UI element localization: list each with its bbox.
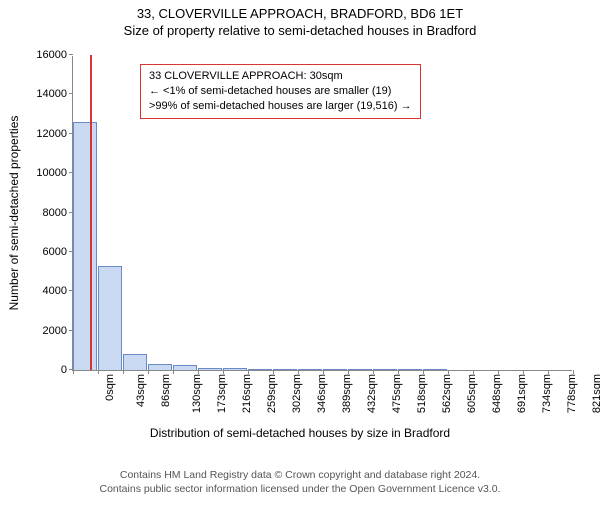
x-tick-mark [373,370,374,374]
x-tick-mark [248,370,249,374]
histogram-bar [123,354,147,370]
x-axis-label: Distribution of semi-detached houses by … [0,426,600,440]
histogram-bar [298,369,322,370]
y-tick-label: 0 [61,364,73,376]
histogram-bar [98,266,122,370]
y-tick-label: 10000 [36,167,73,179]
y-tick-label: 4000 [43,285,73,297]
info-line-1: 33 CLOVERVILLE APPROACH: 30sqm [149,69,412,84]
x-tick-mark [123,370,124,374]
x-tick-label: 821sqm [591,374,600,413]
x-tick-mark [198,370,199,374]
x-tick-mark [423,370,424,374]
histogram-bar [398,369,422,370]
x-tick-mark [73,370,74,374]
x-tick-label: 605sqm [466,374,478,413]
x-tick-label: 130sqm [191,374,203,413]
histogram-bar [273,369,297,370]
x-tick-label: 691sqm [516,374,528,413]
x-tick-mark [323,370,324,374]
histogram-bar [323,369,347,370]
histogram-bar [198,368,222,370]
property-marker-line [90,55,92,370]
y-tick-mark [69,54,73,55]
x-tick-label: 562sqm [441,374,453,413]
footer-line-1: Contains HM Land Registry data © Crown c… [0,469,600,483]
x-tick-mark [98,370,99,374]
info-box: 33 CLOVERVILLE APPROACH: 30sqm ← <1% of … [140,64,421,119]
x-tick-label: 778sqm [566,374,578,413]
histogram-bar [373,369,397,370]
x-tick-mark [498,370,499,374]
histogram-bar [173,365,197,370]
x-tick-mark [573,370,574,374]
x-tick-label: 648sqm [491,374,503,413]
x-tick-mark [548,370,549,374]
x-tick-label: 734sqm [541,374,553,413]
x-tick-label: 389sqm [341,374,353,413]
x-tick-label: 475sqm [391,374,403,413]
histogram-bar [423,369,447,370]
y-axis-label: Number of semi-detached properties [7,63,21,363]
x-tick-label: 216sqm [241,374,253,413]
x-tick-mark [173,370,174,374]
histogram-bar [248,369,272,370]
x-tick-label: 346sqm [316,374,328,413]
x-tick-mark [448,370,449,374]
x-tick-label: 173sqm [216,374,228,413]
x-tick-label: 86sqm [160,374,172,407]
histogram-bar [148,364,172,370]
x-tick-label: 302sqm [291,374,303,413]
chart-title-main: 33, CLOVERVILLE APPROACH, BRADFORD, BD6 … [0,6,600,21]
footer: Contains HM Land Registry data © Crown c… [0,469,600,496]
x-tick-mark [523,370,524,374]
x-tick-label: 518sqm [416,374,428,413]
x-tick-mark [348,370,349,374]
histogram-bar [348,369,372,370]
x-tick-mark [223,370,224,374]
y-tick-label: 14000 [36,88,73,100]
histogram-bar [73,122,97,370]
chart-title-sub: Size of property relative to semi-detach… [0,23,600,38]
y-tick-label: 16000 [36,49,73,61]
x-tick-label: 259sqm [266,374,278,413]
x-tick-mark [298,370,299,374]
x-tick-label: 43sqm [135,374,147,407]
y-tick-label: 6000 [43,246,73,258]
histogram-bar [223,368,247,370]
y-tick-label: 2000 [43,325,73,337]
y-tick-label: 12000 [36,128,73,140]
x-tick-mark [398,370,399,374]
x-tick-mark [473,370,474,374]
info-line-2: ← <1% of semi-detached houses are smalle… [149,84,412,99]
x-tick-mark [148,370,149,374]
x-tick-label: 0sqm [104,374,116,401]
footer-line-2: Contains public sector information licen… [0,483,600,497]
x-tick-label: 432sqm [366,374,378,413]
x-tick-mark [273,370,274,374]
y-tick-mark [69,93,73,94]
y-tick-label: 8000 [43,207,73,219]
info-line-3: >99% of semi-detached houses are larger … [149,99,412,114]
